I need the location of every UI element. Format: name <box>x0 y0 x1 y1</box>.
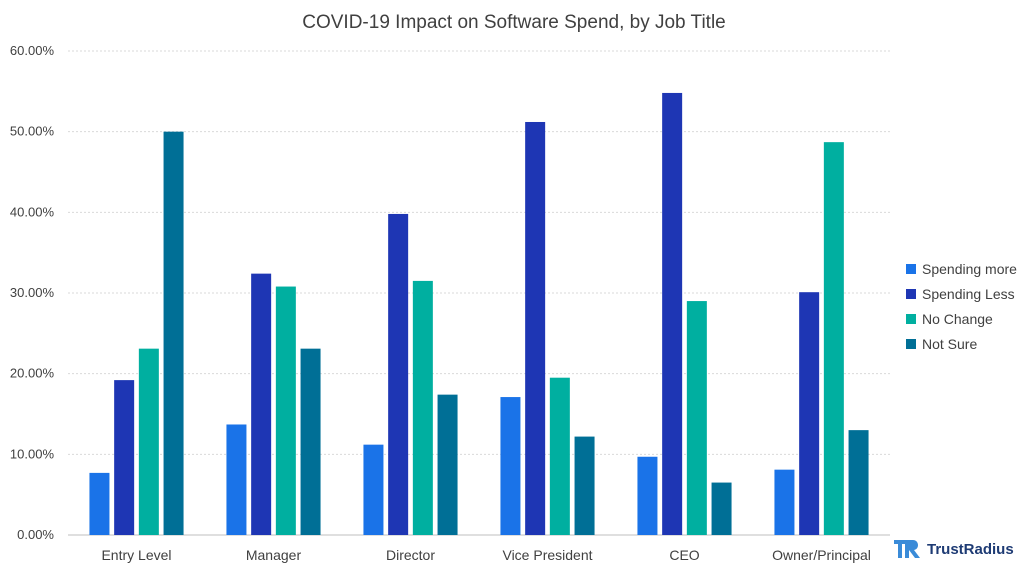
bar <box>388 213 409 536</box>
bar <box>637 456 658 535</box>
y-tick-label: 30.00% <box>10 285 55 300</box>
y-tick-label: 40.00% <box>10 204 55 219</box>
x-tick-label: Manager <box>246 547 302 563</box>
legend-label: No Change <box>922 310 993 327</box>
bar <box>549 377 570 535</box>
legend-item: No Change <box>906 306 1017 331</box>
bar <box>574 436 595 535</box>
bar <box>138 348 159 535</box>
legend-swatch <box>906 313 916 324</box>
legend-label: Spending more <box>922 260 1017 277</box>
legend-swatch <box>906 338 916 349</box>
gridlines <box>68 50 890 536</box>
x-tick-label: Entry Level <box>101 547 171 563</box>
y-tick-label: 20.00% <box>10 366 55 381</box>
legend-swatch <box>906 263 916 274</box>
x-axis-labels: Entry Level Manager Director Vice President… <box>101 547 870 563</box>
bar <box>823 142 844 536</box>
bars <box>89 92 869 536</box>
legend-label: Spending Less <box>922 285 1015 302</box>
legend-item: Not Sure <box>906 331 1017 356</box>
legend-label: Not Sure <box>922 335 978 352</box>
bar <box>275 286 296 535</box>
bar <box>412 280 433 535</box>
legend-swatch <box>906 288 916 299</box>
bar <box>500 397 521 535</box>
y-axis-ticks: 0.00% 10.00% 20.00% 30.00% 40.00% 50.00% 60.00… <box>10 43 55 542</box>
bar <box>89 472 110 535</box>
bar <box>226 424 247 535</box>
bar <box>848 430 869 535</box>
y-tick-label: 60.00% <box>10 43 55 58</box>
bar <box>799 292 820 535</box>
bar <box>774 469 795 535</box>
bar <box>114 380 135 535</box>
y-tick-label: 10.00% <box>10 446 55 461</box>
x-tick-label: CEO <box>669 547 699 563</box>
bar <box>163 131 184 535</box>
legend-item: Spending Less <box>906 281 1017 306</box>
tr-logo-icon <box>894 540 920 558</box>
bar <box>525 121 546 535</box>
trustradius-logo: TrustRadius <box>893 538 1014 560</box>
bar <box>686 301 707 535</box>
legend: Spending more Spending Less No Change No… <box>906 256 1017 356</box>
bar <box>363 444 384 535</box>
x-tick-label: Owner/Principal <box>772 547 871 563</box>
x-tick-label: Director <box>386 547 435 563</box>
bar <box>437 394 458 535</box>
y-tick-label: 0.00% <box>17 527 54 542</box>
chart-title: COVID-19 Impact on Software Spend, by Jo… <box>302 12 725 33</box>
legend-item: Spending more <box>906 256 1017 281</box>
bar <box>711 482 732 535</box>
bar <box>251 273 272 535</box>
y-tick-label: 50.00% <box>10 124 55 139</box>
bar <box>300 348 321 535</box>
brand-name: TrustRadius <box>927 540 1014 558</box>
bar <box>662 92 683 536</box>
x-tick-label: Vice President <box>502 547 592 563</box>
